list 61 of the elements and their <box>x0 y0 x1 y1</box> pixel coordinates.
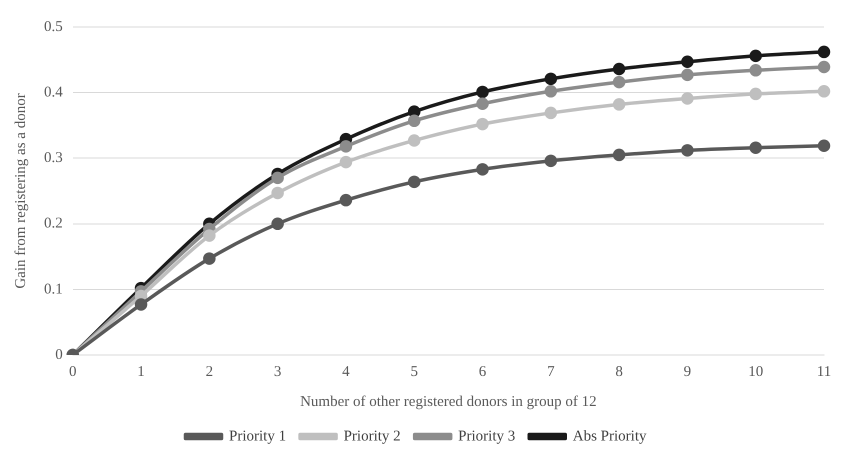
x-tick-label: 9 <box>684 364 692 380</box>
point <box>749 88 762 100</box>
y-tick-label: 0 <box>55 346 63 363</box>
point <box>408 105 420 118</box>
point <box>749 50 762 62</box>
point <box>818 139 830 152</box>
point <box>340 156 352 168</box>
point <box>749 141 762 154</box>
point <box>271 218 284 230</box>
point <box>681 68 694 82</box>
point <box>612 98 626 111</box>
x-tick-label: 7 <box>547 364 556 380</box>
point <box>476 163 489 176</box>
point <box>134 298 148 311</box>
point <box>681 56 694 68</box>
x-tick-label: 0 <box>69 364 76 380</box>
legend-label: Priority 2 <box>344 428 401 444</box>
y-axis-title: Gain from registering as a donor <box>12 93 29 289</box>
x-axis-title: Number of other registered donors in group of 12 <box>300 394 597 410</box>
x-tick-label: 1 <box>137 364 145 380</box>
point <box>203 252 216 265</box>
point <box>476 118 489 130</box>
point <box>818 85 830 98</box>
legend-label: Abs Priority <box>572 428 648 444</box>
point <box>544 106 558 120</box>
point <box>271 186 284 200</box>
point <box>818 46 830 58</box>
x-tick-label: 11 <box>816 364 832 380</box>
legend-label: Priority 1 <box>228 428 286 444</box>
point <box>408 134 420 147</box>
x-tick-label: 5 <box>410 364 418 380</box>
x-tick-label: 3 <box>274 364 282 380</box>
point <box>681 144 694 157</box>
point <box>612 62 626 76</box>
point <box>544 72 558 86</box>
point <box>203 229 216 242</box>
x-tick-label: 10 <box>748 364 764 380</box>
point <box>476 98 489 110</box>
x-tick-label: 4 <box>342 364 350 380</box>
point <box>681 92 694 105</box>
point <box>340 140 352 153</box>
point <box>612 148 626 162</box>
point <box>612 76 626 88</box>
y-tick-label: 0.2 <box>44 216 63 232</box>
y-tick-label: 0.4 <box>44 84 64 101</box>
point <box>408 176 420 188</box>
point <box>271 172 284 184</box>
legend-label: Priority 3 <box>458 428 516 444</box>
point <box>818 60 830 74</box>
point <box>408 114 420 128</box>
point <box>544 85 558 98</box>
x-tick-label: 6 <box>478 364 487 380</box>
y-tick-label: 0.3 <box>44 150 63 166</box>
point <box>749 64 762 77</box>
x-tick-label: 8 <box>615 364 623 380</box>
point <box>340 194 352 206</box>
point <box>544 154 558 168</box>
y-tick-label: 0.1 <box>44 281 63 298</box>
x-tick-label: 2 <box>206 364 214 380</box>
y-tick-label: 0.5 <box>44 18 63 35</box>
point <box>476 86 489 98</box>
